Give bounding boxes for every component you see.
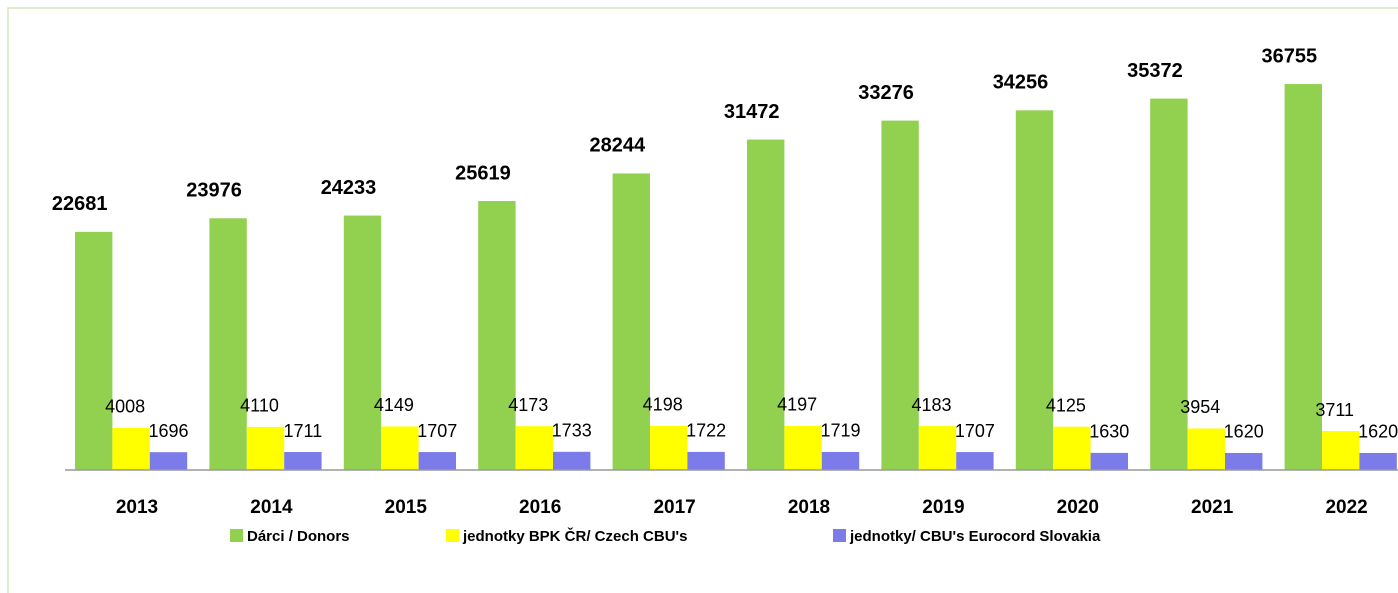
x-tick-label: 2018 (788, 497, 830, 518)
legend-swatch (230, 529, 243, 542)
value-label: 34256 (993, 72, 1049, 94)
bar (612, 173, 650, 471)
x-tick-label: 2019 (922, 497, 964, 518)
bar (515, 426, 553, 470)
legend-label: jednotky/ CBU's Eurocord Slovakia (849, 528, 1101, 545)
value-label: 25619 (455, 162, 511, 184)
bar (1359, 452, 1397, 470)
bar (284, 452, 322, 470)
bar (1322, 431, 1360, 470)
value-label: 4110 (240, 396, 279, 416)
bar (784, 425, 822, 470)
value-label: 1696 (148, 421, 188, 441)
bar (881, 120, 919, 471)
value-label: 1722 (686, 421, 726, 441)
value-label: 1733 (552, 421, 592, 441)
bar (553, 451, 591, 470)
x-tick-label: 2021 (1191, 497, 1234, 518)
bar (246, 426, 285, 470)
value-label: 4149 (374, 395, 414, 415)
value-label: 1630 (1089, 422, 1129, 442)
bar (1015, 110, 1054, 470)
bar (747, 139, 785, 470)
frame (7, 7, 1398, 593)
value-label: 3711 (1315, 400, 1354, 420)
value-label: 3954 (1180, 397, 1220, 417)
bar (75, 231, 113, 470)
bar (1053, 426, 1091, 470)
value-label: 1707 (417, 421, 457, 441)
bar (478, 201, 516, 471)
bar (381, 426, 419, 470)
value-label: 4125 (1046, 395, 1086, 415)
value-label: 4183 (911, 395, 951, 415)
bar (1090, 452, 1128, 470)
value-label: 35372 (1127, 60, 1183, 82)
value-label: 33276 (858, 82, 914, 104)
x-tick-label: 2013 (116, 497, 158, 518)
value-label: 22681 (52, 193, 108, 215)
x-tick-label: 2022 (1325, 497, 1367, 518)
bar (687, 451, 725, 470)
value-label: 36755 (1261, 45, 1317, 67)
legend-swatch (833, 529, 846, 542)
x-tick-label: 2015 (385, 497, 428, 518)
bar (1225, 452, 1263, 470)
bar (956, 452, 994, 470)
value-label: 1707 (955, 421, 995, 441)
bar (343, 215, 382, 470)
x-tick-label: 2016 (519, 497, 561, 518)
x-tick-label: 2014 (250, 497, 293, 518)
value-label: 31472 (724, 101, 780, 123)
bar (821, 451, 860, 470)
value-label: 24233 (321, 177, 377, 199)
legend-label: jednotky BPK ČR/ Czech CBU's (462, 527, 687, 545)
bar (209, 218, 247, 470)
value-label: 1620 (1224, 422, 1264, 442)
value-label: 1711 (284, 421, 323, 441)
value-label: 4173 (508, 395, 548, 415)
bar (918, 426, 957, 470)
bar (112, 427, 150, 470)
value-label: 4198 (643, 395, 683, 415)
value-label: 23976 (186, 180, 242, 202)
x-tick-label: 2017 (653, 497, 695, 518)
x-tick-label: 2020 (1057, 497, 1099, 518)
legend-label: Dárci / Donors (247, 528, 350, 545)
value-label: 4197 (777, 395, 817, 415)
bar (149, 452, 188, 470)
legend-swatch (446, 529, 459, 542)
bar (418, 452, 456, 470)
value-label: 1719 (820, 421, 860, 441)
value-label: 1620 (1358, 422, 1398, 442)
bar (1284, 84, 1322, 470)
value-label: 28244 (589, 135, 645, 157)
bar (1150, 98, 1188, 471)
bar (650, 425, 688, 470)
value-label: 4008 (105, 397, 145, 417)
bar (1187, 428, 1225, 470)
